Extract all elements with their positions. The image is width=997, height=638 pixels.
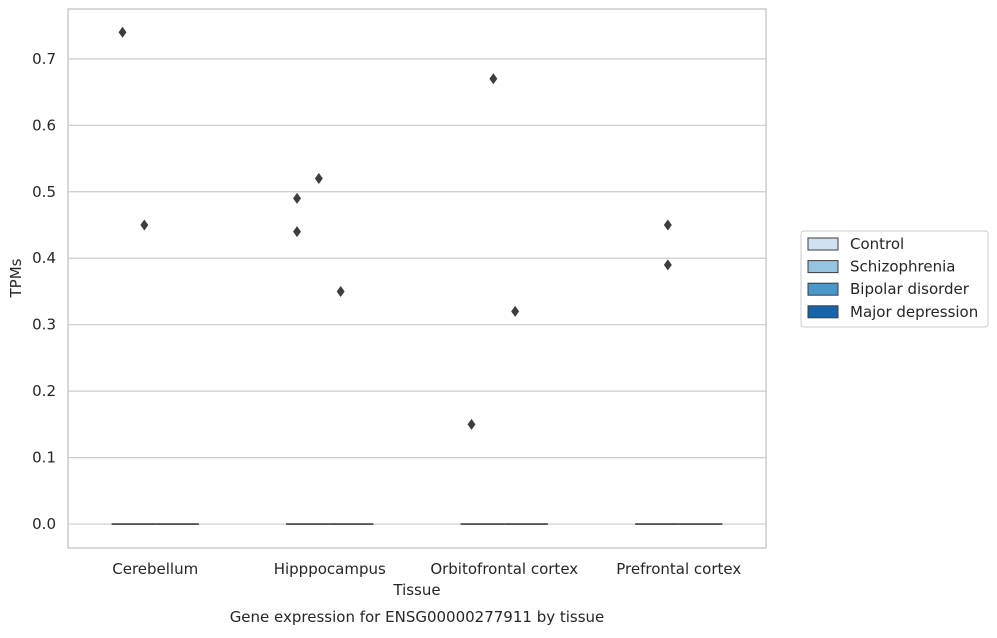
x-tick-label: Cerebellum bbox=[112, 560, 198, 578]
chart-caption: Gene expression for ENSG00000277911 by t… bbox=[230, 608, 605, 626]
plot-area bbox=[68, 9, 766, 548]
outlier-point bbox=[511, 305, 520, 317]
legend-swatch bbox=[807, 237, 839, 251]
outlier-point bbox=[118, 26, 127, 38]
outlier-point bbox=[293, 192, 302, 204]
x-tick-label: Orbitofrontal cortex bbox=[430, 560, 578, 578]
x-tick-labels: Cerebellum Hipppocampus Orbitofrontal cort… bbox=[112, 560, 741, 578]
legend-swatch bbox=[807, 305, 839, 319]
legend-entry: Control bbox=[850, 235, 904, 253]
y-tick-label: 0.2 bbox=[32, 382, 56, 400]
x-tick-label: Hipppocampus bbox=[274, 560, 386, 578]
outlier-point bbox=[314, 172, 323, 184]
outlier-point bbox=[140, 219, 149, 231]
y-axis-label: TPMs bbox=[7, 258, 25, 298]
outlier-layer bbox=[118, 26, 672, 430]
y-tick-label: 0.1 bbox=[32, 449, 56, 467]
legend-frame bbox=[800, 230, 989, 328]
legend-entry: Schizophrenia bbox=[850, 258, 955, 276]
x-tick-label: Prefrontal cortex bbox=[616, 560, 741, 578]
outlier-point bbox=[467, 418, 476, 430]
outlier-point bbox=[663, 259, 672, 271]
outlier-point bbox=[336, 285, 345, 297]
x-axis-label: Tissue bbox=[392, 581, 440, 599]
legend-swatch bbox=[807, 282, 839, 296]
y-tick-label: 0.5 bbox=[32, 183, 56, 201]
y-tick-label: 0.6 bbox=[32, 116, 56, 134]
plot-frame bbox=[67, 8, 767, 549]
y-tick-label: 0.3 bbox=[32, 316, 56, 334]
outlier-point bbox=[293, 226, 302, 238]
outlier-point bbox=[489, 73, 498, 85]
legend-entry: Bipolar disorder bbox=[850, 280, 970, 298]
y-tick-label: 0.4 bbox=[32, 249, 56, 267]
legend-entry: Major depression bbox=[850, 303, 978, 321]
y-tick-label: 0.0 bbox=[32, 515, 56, 533]
legend: Control Schizophrenia Bipolar disorder Majo… bbox=[800, 230, 989, 328]
legend-swatch bbox=[807, 260, 839, 274]
y-tick-labels: 0.0 0.1 0.2 0.3 0.4 0.5 0.6 0.7 bbox=[32, 50, 56, 533]
outlier-point bbox=[663, 219, 672, 231]
y-tick-label: 0.7 bbox=[32, 50, 56, 68]
grid-lines bbox=[68, 58, 766, 525]
